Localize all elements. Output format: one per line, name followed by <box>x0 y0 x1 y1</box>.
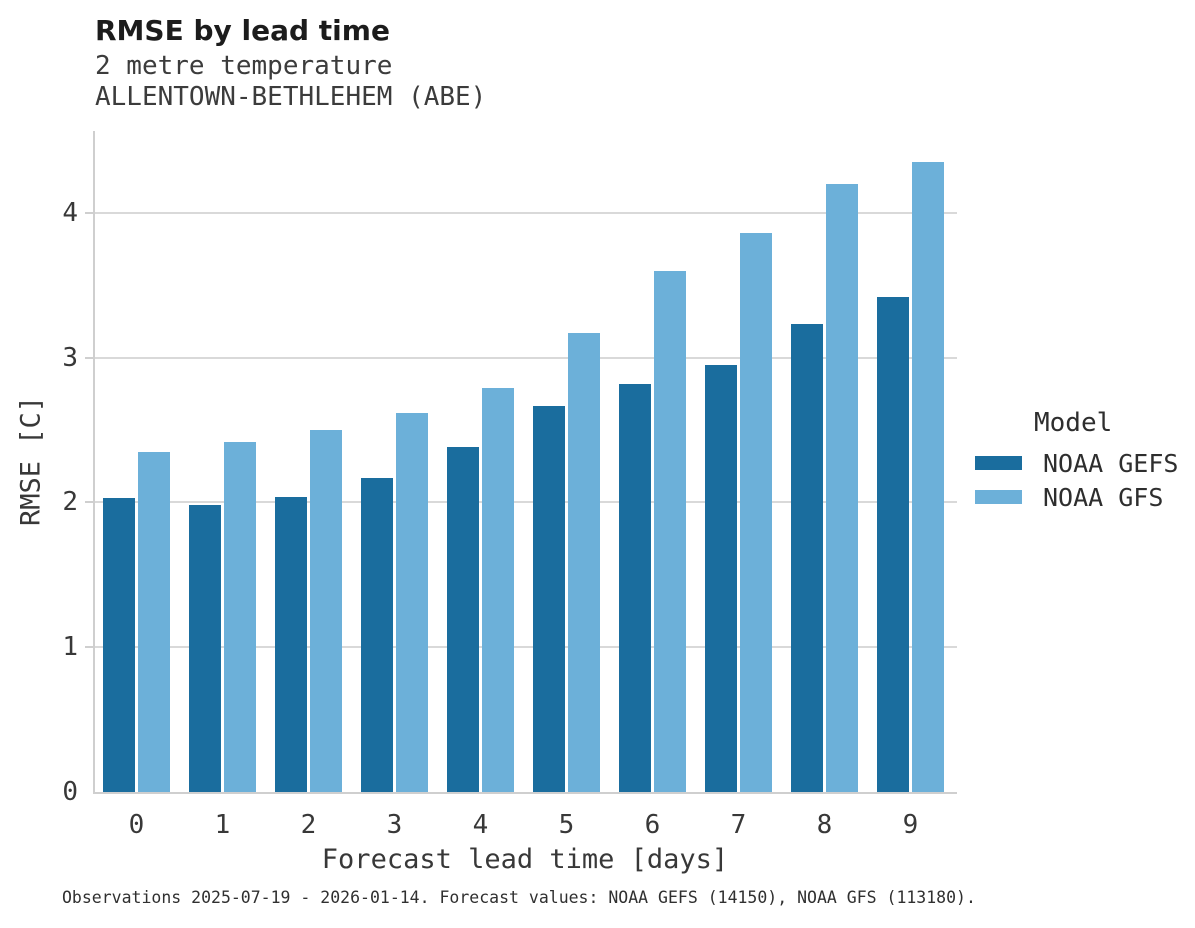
bar-noaa-gefs-lead-8 <box>791 324 823 792</box>
x-axis-title: Forecast lead time [days] <box>321 844 729 875</box>
gridline-y-2 <box>95 501 957 503</box>
bar-noaa-gefs-lead-7 <box>705 365 737 792</box>
plot-area <box>85 131 957 794</box>
bar-noaa-gfs-lead-6 <box>654 271 686 792</box>
bar-noaa-gfs-lead-1 <box>224 442 256 792</box>
gridline-y-1 <box>95 646 957 648</box>
legend: Model NOAA GEFS NOAA GFS <box>975 408 1178 514</box>
bar-noaa-gfs-lead-4 <box>482 388 514 792</box>
legend-item-noaa-gfs: NOAA GFS <box>975 480 1178 514</box>
y-tick-mark-1 <box>85 646 93 648</box>
bar-noaa-gfs-lead-3 <box>396 413 428 792</box>
x-tick-label-0: 0 <box>128 810 145 840</box>
legend-label-noaa-gefs: NOAA GEFS <box>1043 448 1179 478</box>
y-tick-label-0: 0 <box>62 777 78 807</box>
bar-noaa-gefs-lead-0 <box>103 498 135 792</box>
x-tick-label-7: 7 <box>730 810 747 840</box>
bar-noaa-gefs-lead-2 <box>275 497 307 792</box>
bar-noaa-gfs-lead-0 <box>138 452 170 792</box>
x-tick-label-6: 6 <box>644 810 661 840</box>
x-tick-label-1: 1 <box>214 810 231 840</box>
x-tick-label-3: 3 <box>386 810 403 840</box>
legend-swatch-noaa-gfs <box>975 490 1022 504</box>
y-tick-label-3: 3 <box>62 343 78 373</box>
y-tick-mark-3 <box>85 357 93 359</box>
x-tick-label-4: 4 <box>472 810 489 840</box>
y-tick-label-4: 4 <box>62 198 78 228</box>
y-tick-mark-4 <box>85 212 93 214</box>
bar-noaa-gefs-lead-1 <box>189 505 221 792</box>
caption: Observations 2025-07-19 - 2026-01-14. Fo… <box>62 888 976 907</box>
gridline-y-4 <box>95 212 957 214</box>
gridline-y-3 <box>95 357 957 359</box>
bar-noaa-gefs-lead-6 <box>619 384 651 792</box>
x-tick-label-9: 9 <box>902 810 919 840</box>
chart-title: RMSE by lead time <box>95 14 390 47</box>
legend-label-noaa-gfs: NOAA GFS <box>1043 482 1164 512</box>
x-tick-label-8: 8 <box>816 810 833 840</box>
bar-noaa-gfs-lead-2 <box>310 430 342 792</box>
bar-noaa-gfs-lead-9 <box>912 162 944 792</box>
x-tick-label-2: 2 <box>300 810 317 840</box>
bar-noaa-gfs-lead-5 <box>568 333 600 792</box>
bar-noaa-gefs-lead-9 <box>877 297 909 792</box>
x-tick-label-5: 5 <box>558 810 575 840</box>
legend-swatch-noaa-gefs <box>975 456 1022 470</box>
chart-subtitle-station: ALLENTOWN-BETHLEHEM (ABE) <box>95 82 487 112</box>
bar-noaa-gefs-lead-5 <box>533 406 565 792</box>
legend-item-noaa-gefs: NOAA GEFS <box>975 446 1178 480</box>
y-tick-label-1: 1 <box>62 632 78 662</box>
legend-entries: NOAA GEFS NOAA GFS <box>975 446 1178 514</box>
bar-noaa-gfs-lead-8 <box>826 184 858 792</box>
y-tick-label-2: 2 <box>62 487 78 517</box>
legend-title: Model <box>1034 408 1113 438</box>
y-tick-mark-2 <box>85 501 93 503</box>
bar-noaa-gfs-lead-7 <box>740 233 772 792</box>
chart-subtitle-variable: 2 metre temperature <box>95 51 393 81</box>
bar-noaa-gefs-lead-4 <box>447 447 479 792</box>
bar-noaa-gefs-lead-3 <box>361 478 393 792</box>
